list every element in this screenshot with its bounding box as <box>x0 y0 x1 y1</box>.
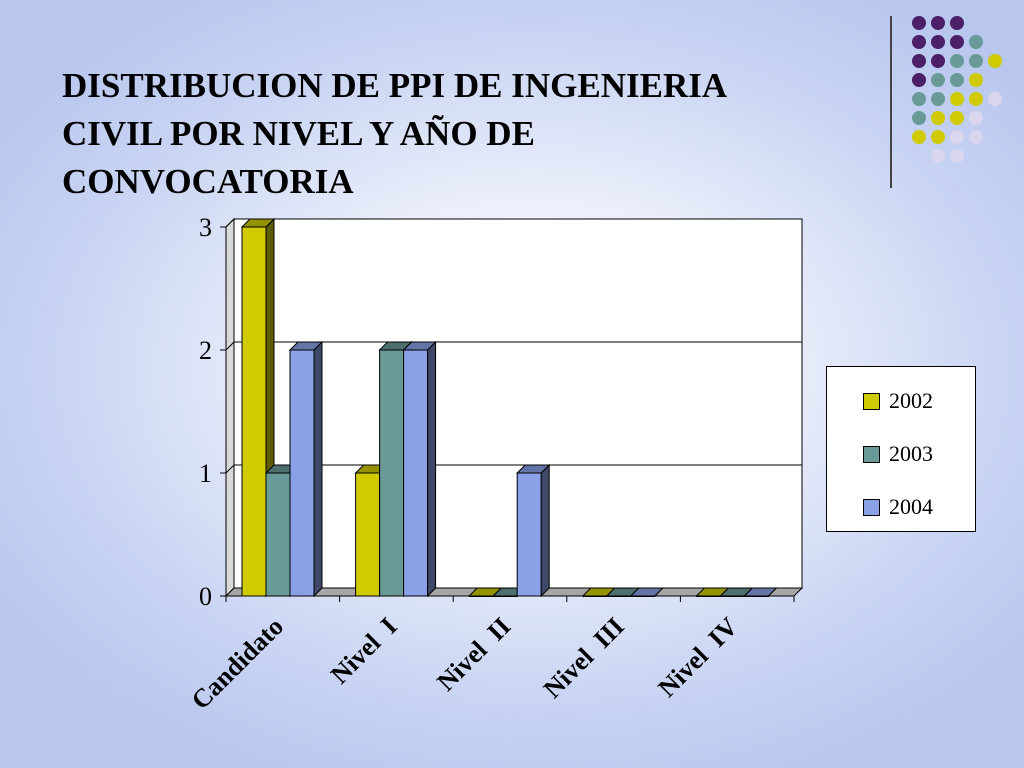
decor-dot <box>931 130 945 144</box>
x-tick-label: Nivel I <box>325 612 403 690</box>
decor-dot <box>931 92 945 106</box>
decorative-dot-grid <box>912 16 1002 163</box>
legend-label: 2003 <box>889 441 933 466</box>
decor-dot <box>912 35 926 49</box>
gridline <box>225 218 802 228</box>
slide-title: DISTRIBUCION DE PPI DE INGENIERIA CIVIL … <box>62 66 728 201</box>
legend-item-2002: 2002 <box>863 388 933 413</box>
decor-dot <box>969 111 983 125</box>
bar-top <box>402 341 437 351</box>
bar <box>516 472 542 597</box>
title-divider <box>890 16 892 188</box>
bar <box>265 472 291 597</box>
y-tick-label: 1 <box>199 459 212 488</box>
decor-dot <box>950 130 964 144</box>
decor-dot <box>931 35 945 49</box>
decor-dot <box>950 73 964 87</box>
x-tick-label: Nivel IV <box>652 612 743 703</box>
x-tick-label: Candidato <box>186 612 289 715</box>
decor-dot <box>912 54 926 68</box>
decor-dot <box>969 35 983 49</box>
bar-top <box>240 218 276 228</box>
decor-dot <box>931 111 945 125</box>
bar-top <box>629 587 665 597</box>
decor-dot <box>912 73 926 87</box>
bar-side <box>540 463 550 598</box>
bar-side <box>427 340 437 598</box>
bar <box>379 349 405 597</box>
decor-dot <box>931 73 945 87</box>
bar-top <box>515 464 551 474</box>
decor-dot <box>950 92 964 106</box>
decor-dot <box>912 16 926 30</box>
legend-item-2003: 2003 <box>863 441 933 466</box>
gridline <box>225 464 802 474</box>
decor-dot <box>988 54 1002 68</box>
gridline <box>225 341 802 351</box>
x-tick-label: Nivel III <box>538 612 630 704</box>
decor-dot <box>931 54 945 68</box>
legend-label: 2004 <box>889 494 933 519</box>
decor-dot <box>950 35 964 49</box>
chart-side-wall <box>225 217 235 598</box>
bar <box>403 349 429 597</box>
decor-dot <box>969 73 983 87</box>
decor-dot <box>950 54 964 68</box>
decor-dot <box>969 54 983 68</box>
legend-label: 2002 <box>889 388 933 413</box>
bar <box>355 472 381 597</box>
decor-dot <box>912 111 926 125</box>
decor-dot <box>912 130 926 144</box>
bar <box>241 226 267 597</box>
bar-top <box>288 341 324 351</box>
bar-side <box>313 340 323 598</box>
y-tick-label: 2 <box>199 336 212 365</box>
decor-dot <box>931 16 945 30</box>
decor-dot <box>988 92 1002 106</box>
y-tick-label: 3 <box>199 213 212 242</box>
bar-top <box>743 587 778 597</box>
x-tick-label: Nivel II <box>431 612 516 697</box>
decor-dot <box>950 16 964 30</box>
legend-swatch <box>863 498 880 516</box>
legend-item-2004: 2004 <box>863 494 933 519</box>
bar <box>289 349 315 597</box>
decor-dot <box>912 92 926 106</box>
decor-dot <box>950 111 964 125</box>
chart-legend: 2002 2003 2004 <box>826 366 976 532</box>
y-tick-label: 0 <box>199 582 212 611</box>
decor-dot <box>969 130 983 144</box>
legend-swatch <box>863 445 880 463</box>
legend-swatch <box>863 392 880 410</box>
decor-dot <box>950 149 964 163</box>
decor-dot <box>931 149 945 163</box>
decor-dot <box>969 92 983 106</box>
